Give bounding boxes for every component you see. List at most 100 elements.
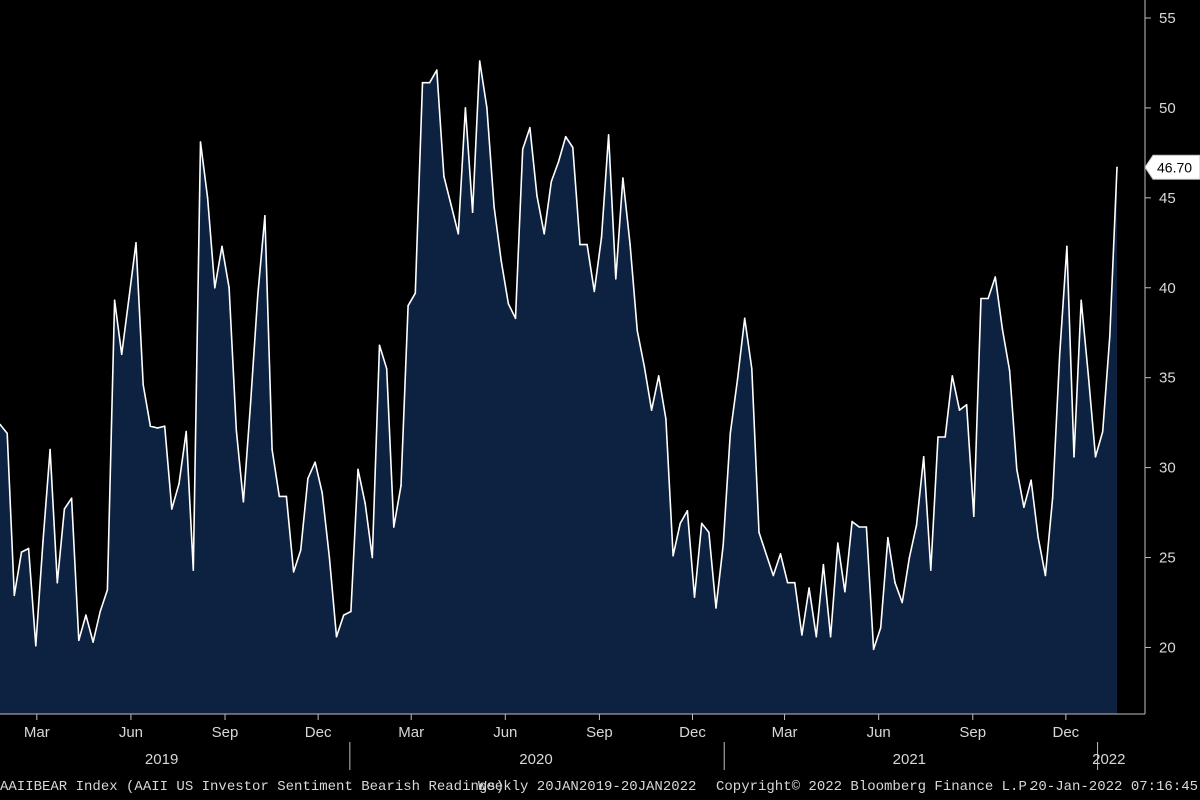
- data-point: [42, 540, 44, 543]
- data-point: [1094, 456, 1097, 458]
- data-point: [156, 427, 159, 429]
- data-point: [364, 502, 367, 505]
- y-tick-label: 20: [1159, 639, 1176, 656]
- data-point: [636, 330, 639, 332]
- data-point: [1008, 369, 1011, 372]
- data-point: [178, 483, 180, 485]
- data-point: [550, 180, 553, 183]
- data-point: [106, 589, 109, 591]
- data-point: [299, 549, 302, 552]
- data-point: [321, 492, 324, 494]
- data-point: [493, 206, 495, 208]
- data-point: [758, 531, 760, 534]
- data-point: [572, 146, 574, 149]
- data-point: [980, 297, 982, 300]
- data-point: [622, 177, 624, 179]
- footer: AAIIBEAR Index (AAII US Investor Sentime…: [0, 774, 1200, 800]
- data-point: [314, 461, 316, 464]
- data-point: [35, 644, 37, 647]
- data-point: [78, 639, 80, 642]
- footer-series-title: AAIIBEAR Index (AAII US Investor Sentime…: [0, 779, 505, 795]
- data-point: [27, 547, 30, 550]
- data-point: [865, 526, 868, 528]
- data-point: [20, 551, 23, 553]
- x-tick-label: Mar: [24, 724, 50, 741]
- data-point: [887, 536, 889, 539]
- data-point: [6, 432, 8, 435]
- data-point: [500, 260, 503, 262]
- year-label: 2020: [519, 751, 552, 768]
- data-point: [242, 501, 245, 503]
- data-point: [944, 436, 946, 438]
- data-point: [357, 468, 359, 471]
- data-point: [808, 587, 810, 589]
- data-point: [586, 243, 588, 246]
- data-point: [206, 197, 209, 199]
- data-point: [507, 303, 510, 305]
- data-point: [113, 299, 116, 302]
- data-point: [1073, 456, 1075, 458]
- data-point: [13, 594, 16, 597]
- data-point: [471, 211, 474, 213]
- data-point: [901, 601, 903, 604]
- data-point: [700, 522, 703, 525]
- data-point: [693, 596, 696, 598]
- data-point: [92, 641, 94, 643]
- data-point: [414, 292, 417, 295]
- data-point: [994, 276, 997, 278]
- data-point: [772, 574, 775, 577]
- data-point: [536, 195, 538, 197]
- data-point: [478, 60, 481, 62]
- y-tick-label: 45: [1159, 190, 1176, 207]
- x-tick-label: Mar: [398, 724, 424, 741]
- data-point: [751, 367, 753, 370]
- data-point: [1066, 245, 1068, 248]
- y-tick-label: 55: [1159, 10, 1176, 27]
- data-point: [708, 531, 710, 534]
- data-point: [715, 607, 717, 609]
- data-point: [307, 477, 309, 480]
- data-point: [915, 524, 918, 526]
- x-tick-label: Dec: [679, 724, 706, 741]
- data-point: [185, 430, 187, 433]
- data-point: [163, 425, 166, 428]
- data-point: [371, 556, 374, 559]
- data-point: [171, 508, 173, 510]
- data-point: [765, 553, 767, 555]
- data-point: [794, 581, 796, 584]
- data-point: [650, 409, 653, 411]
- data-point: [894, 581, 896, 584]
- data-point: [128, 297, 130, 300]
- data-point: [615, 278, 617, 280]
- axes: 20 25 30 35 40 45 50 55 46.70 Mar Jun Sep Dec Mar Jun S…: [0, 0, 1200, 770]
- x-tick-label: Sep: [959, 724, 986, 741]
- data-point: [722, 544, 724, 546]
- data-point: [70, 497, 73, 500]
- data-point: [1016, 468, 1018, 471]
- data-point: [779, 553, 782, 555]
- data-point: [514, 317, 517, 320]
- year-label: 2021: [893, 751, 926, 768]
- data-point: [858, 526, 860, 528]
- data-point: [228, 287, 230, 289]
- data-point: [428, 81, 431, 84]
- data-point: [385, 367, 388, 370]
- footer-timestamp: 20-Jan-2022 07:16:45: [1030, 779, 1199, 795]
- data-point: [120, 353, 123, 356]
- data-point: [214, 287, 216, 289]
- data-point: [937, 436, 939, 438]
- data-point: [0, 423, 1, 426]
- data-point: [278, 495, 281, 498]
- data-point: [829, 635, 832, 638]
- data-point: [407, 304, 409, 307]
- data-point: [579, 243, 581, 246]
- data-point: [63, 508, 66, 510]
- data-point: [973, 515, 975, 517]
- x-tick-label: Sep: [212, 724, 239, 741]
- data-point: [987, 297, 989, 300]
- x-tick-label: Dec: [1053, 724, 1080, 741]
- data-point: [1116, 166, 1118, 169]
- year-label: 2022: [1092, 751, 1125, 768]
- data-point: [249, 402, 252, 404]
- data-point: [285, 495, 288, 498]
